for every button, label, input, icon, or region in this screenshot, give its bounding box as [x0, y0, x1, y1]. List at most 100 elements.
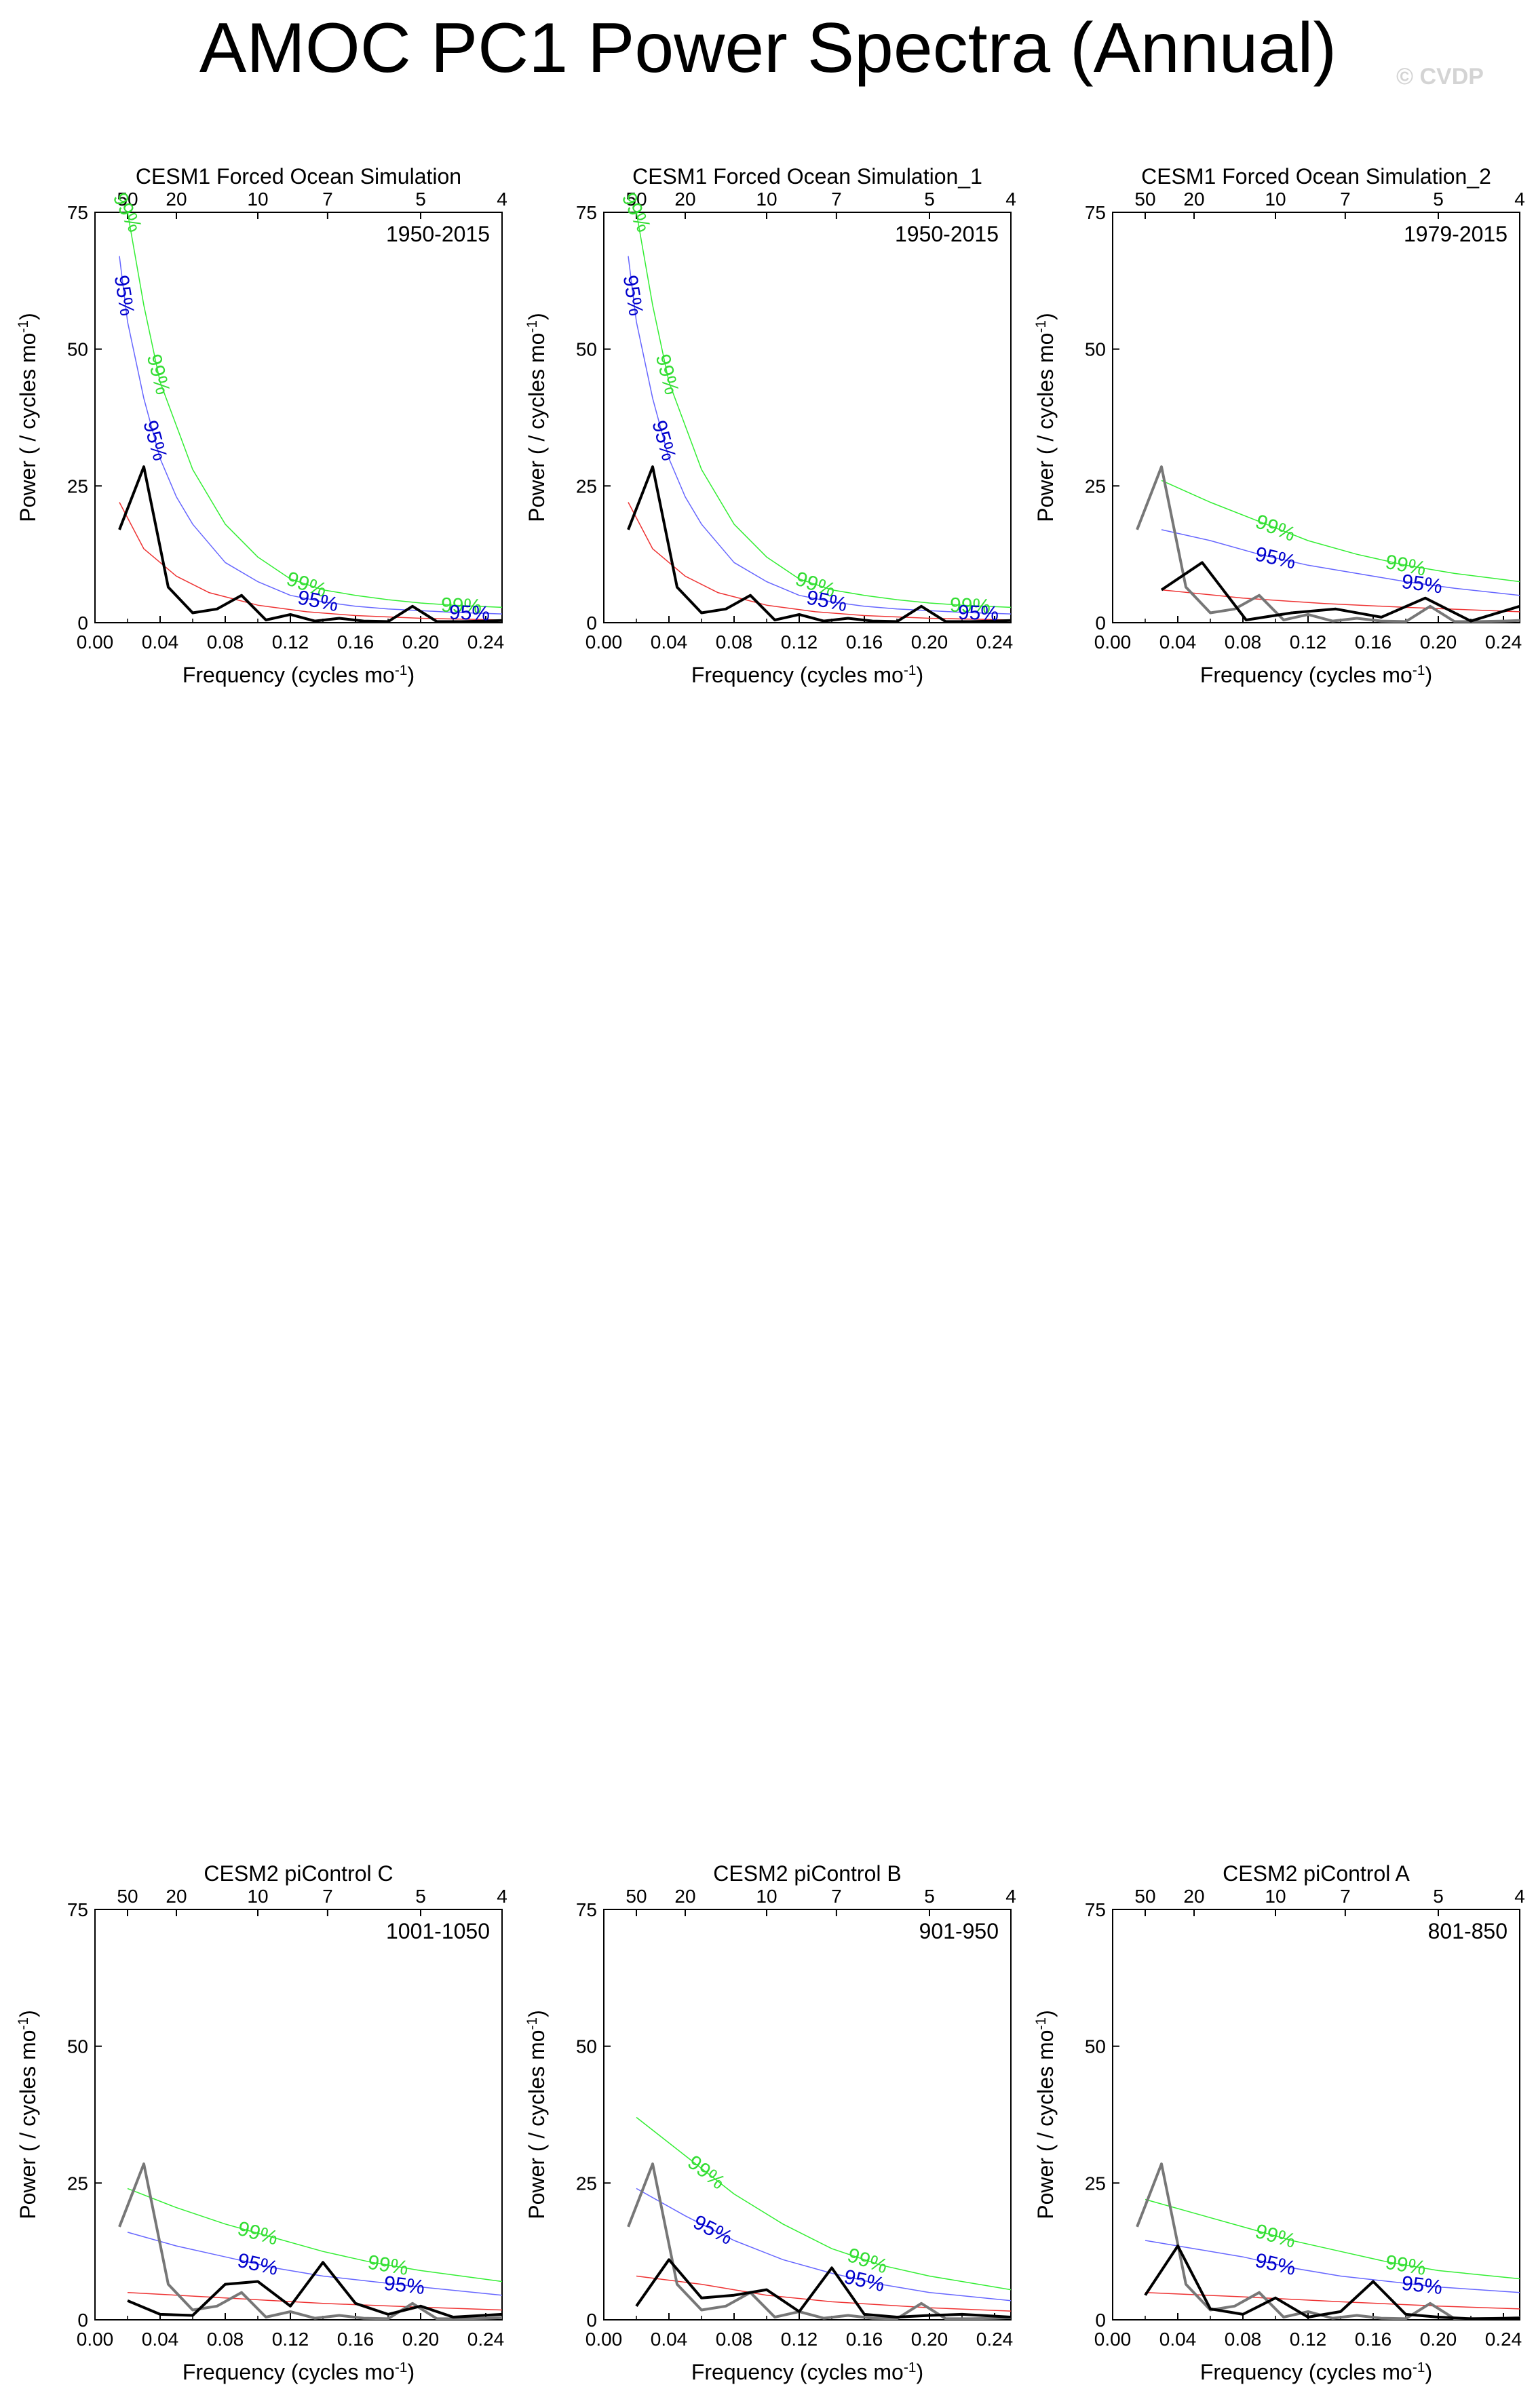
series-line-spectrum — [1160, 561, 1520, 623]
plot-frame — [94, 1909, 503, 2320]
y-tick-label: 25 — [67, 2173, 88, 2194]
top-tick-label: 7 — [831, 1886, 842, 1907]
top-tick-label: 7 — [322, 189, 333, 210]
series-group — [1136, 465, 1520, 623]
x-tick-label: 0.00 — [1094, 2329, 1132, 2350]
top-tick-label: 4 — [1514, 1886, 1525, 1907]
x-tick-label: 0.08 — [207, 632, 244, 653]
series-group — [118, 2162, 502, 2320]
sig-label-99: 99% — [949, 594, 991, 618]
x-tick-label: 0.12 — [781, 632, 818, 653]
y-tick-label: 25 — [67, 475, 88, 497]
x-tick-label: 0.20 — [911, 632, 948, 653]
x-tick-label: 0.00 — [585, 2329, 623, 2350]
top-tick-label: 5 — [924, 189, 935, 210]
series-line-99pct — [628, 212, 1011, 608]
x-tick-label: 0.04 — [142, 2329, 179, 2350]
sig-label-95: 95% — [1400, 570, 1444, 598]
top-tick-label: 20 — [674, 189, 695, 210]
x-tick-label: 0.08 — [207, 2329, 244, 2350]
sig-label-95: 95% — [448, 601, 490, 625]
plot-frame — [603, 1909, 1012, 2320]
y-tick-label: 0 — [77, 2310, 88, 2331]
series-line-95pct — [127, 2232, 502, 2296]
x-tick-label: 0.00 — [77, 2329, 114, 2350]
x-tick-label: 0.16 — [337, 2329, 375, 2350]
series-group — [1136, 2162, 1520, 2320]
x-axis-label: Frequency (cycles mo-1) — [691, 2360, 923, 2385]
panel-title: CESM1 Forced Ocean Simulation_2 — [1141, 164, 1491, 189]
top-tick-label: 7 — [1340, 189, 1351, 210]
top-tick-label: 7 — [1340, 1886, 1351, 1907]
series-line-99pct — [119, 212, 502, 608]
top-tick-label: 5 — [1433, 1886, 1444, 1907]
top-tick-label: 20 — [1183, 189, 1204, 210]
y-tick-label: 0 — [1095, 613, 1106, 634]
x-tick-label: 0.24 — [467, 632, 505, 653]
x-tick-label: 0.00 — [585, 632, 623, 653]
y-tick-label: 75 — [67, 202, 88, 223]
x-axis-label: Frequency (cycles mo-1) — [1200, 2360, 1432, 2385]
y-tick-label: 75 — [576, 202, 597, 223]
top-tick-label: 7 — [831, 189, 842, 210]
x-tick-label: 0.04 — [142, 632, 179, 653]
series-line-red-noise — [127, 2291, 502, 2311]
x-tick-label: 0.04 — [1159, 2329, 1197, 2350]
x-tick-label: 0.24 — [1485, 632, 1522, 653]
top-tick-label: 50 — [1134, 1886, 1155, 1907]
sig-label-99: 99% — [440, 594, 482, 618]
series-line-99pct — [1145, 2198, 1520, 2280]
top-tick-label: 10 — [247, 189, 268, 210]
x-tick-label: 0.04 — [651, 2329, 688, 2350]
top-tick-label: 4 — [1514, 189, 1525, 210]
series-line-99pct — [1161, 480, 1520, 583]
top-tick-label: 10 — [756, 189, 777, 210]
series-line-95pct — [119, 256, 502, 615]
series-line-red-noise — [636, 2275, 1011, 2312]
top-tick-label: 4 — [1005, 189, 1016, 210]
x-tick-label: 0.16 — [1355, 2329, 1392, 2350]
series-group — [627, 2116, 1011, 2320]
x-tick-label: 0.24 — [976, 2329, 1014, 2350]
x-tick-label: 0.16 — [337, 632, 375, 653]
x-tick-label: 0.24 — [1485, 2329, 1522, 2350]
series-line-spectrum — [127, 2261, 502, 2318]
top-tick-label: 10 — [1265, 1886, 1286, 1907]
y-axis-label: Power ( / cycles mo-1) — [16, 313, 41, 522]
y-tick-label: 75 — [576, 1899, 597, 1920]
y-tick-label: 50 — [1085, 339, 1106, 360]
series-line-reference — [1136, 2162, 1520, 2320]
x-tick-label: 0.20 — [1420, 632, 1457, 653]
series-line-95pct — [1145, 2240, 1520, 2293]
sig-label-95: 95% — [383, 2272, 425, 2299]
y-tick-label: 75 — [1085, 1899, 1106, 1920]
period-label: 801-850 — [1428, 1919, 1508, 1943]
series-line-reference — [118, 2162, 502, 2320]
top-tick-label: 4 — [497, 189, 507, 210]
page-title: AMOC PC1 Power Spectra (Annual) — [199, 9, 1337, 88]
series-line-99pct — [636, 2116, 1011, 2291]
series-line-spectrum — [1144, 2245, 1520, 2320]
x-tick-label: 0.16 — [1355, 632, 1392, 653]
series-line-95pct — [1161, 529, 1520, 596]
sig-label-95: 95% — [1253, 2249, 1298, 2280]
y-tick-label: 0 — [77, 613, 88, 634]
x-tick-label: 0.12 — [1290, 632, 1327, 653]
panel-title: CESM2 piControl A — [1223, 1861, 1410, 1886]
sig-label-95: 95% — [957, 601, 999, 625]
series-line-reference — [627, 2162, 1011, 2320]
x-tick-label: 0.20 — [911, 2329, 948, 2350]
x-tick-label: 0.04 — [651, 632, 688, 653]
x-axis-label: Frequency (cycles mo-1) — [691, 663, 923, 688]
period-label: 1001-1050 — [386, 1919, 490, 1943]
panel-title: CESM1 Forced Ocean Simulation — [136, 164, 461, 189]
top-tick-label: 10 — [247, 1886, 268, 1907]
top-tick-label: 50 — [626, 1886, 647, 1907]
y-axis-label: Power ( / cycles mo-1) — [524, 313, 550, 522]
period-label: 1979-2015 — [1404, 222, 1508, 246]
y-axis-label: Power ( / cycles mo-1) — [1033, 2010, 1058, 2219]
x-tick-label: 0.08 — [1225, 2329, 1262, 2350]
